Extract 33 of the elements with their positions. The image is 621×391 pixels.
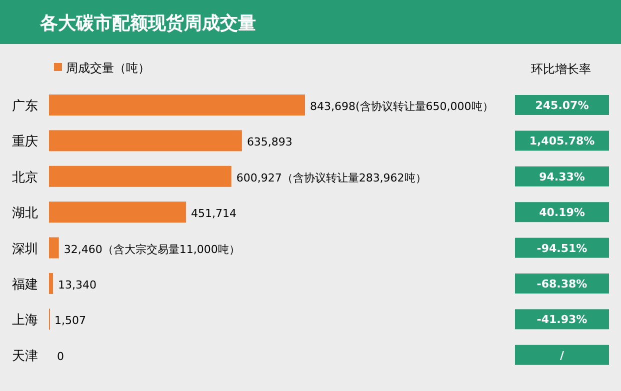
text: 1,405.78% [529,134,595,148]
y-tick-label: 广东 [12,99,38,114]
text: 40.19% [539,206,585,220]
y-tick-label: 深圳 [12,242,38,257]
text: / [560,348,565,362]
data-label: 0 [57,350,64,363]
text: 环比增长率 [531,62,591,76]
text: -94.51% [536,242,588,255]
bar [49,94,305,116]
y-tick-label: 重庆 [12,134,38,150]
y-tick-label: 北京 [12,170,38,186]
text: 94.33% [539,170,585,184]
data-label: 635,893 [246,136,292,149]
data-label: 843,698(含协议转让量650,000吨） [310,100,494,113]
data-label: 13,340 [58,278,97,292]
text: -68.38% [536,278,588,290]
text: 245.07% [535,99,589,112]
bar [49,273,54,294]
bar [49,130,242,152]
data-label: 600,927（含协议转让量283,962吨） [236,171,426,184]
data-label: 1,507 [54,314,86,328]
y-tick-label: 上海 [12,313,38,328]
text: -41.93% [536,313,588,326]
bar [49,166,232,187]
bar [49,237,59,258]
legend-label: 周成交量（吨） [66,61,150,75]
y-tick-label: 湖北 [12,206,38,222]
data-label: 32,460（含大宗交易量11,000吨） [64,242,240,256]
chart-title: 各大碳市配额现货周成交量 [39,13,256,34]
data-label: 451,714 [191,207,237,220]
bar [49,202,186,223]
y-tick-label: 天津 [12,348,38,364]
y-tick-label: 福建 [12,278,38,292]
